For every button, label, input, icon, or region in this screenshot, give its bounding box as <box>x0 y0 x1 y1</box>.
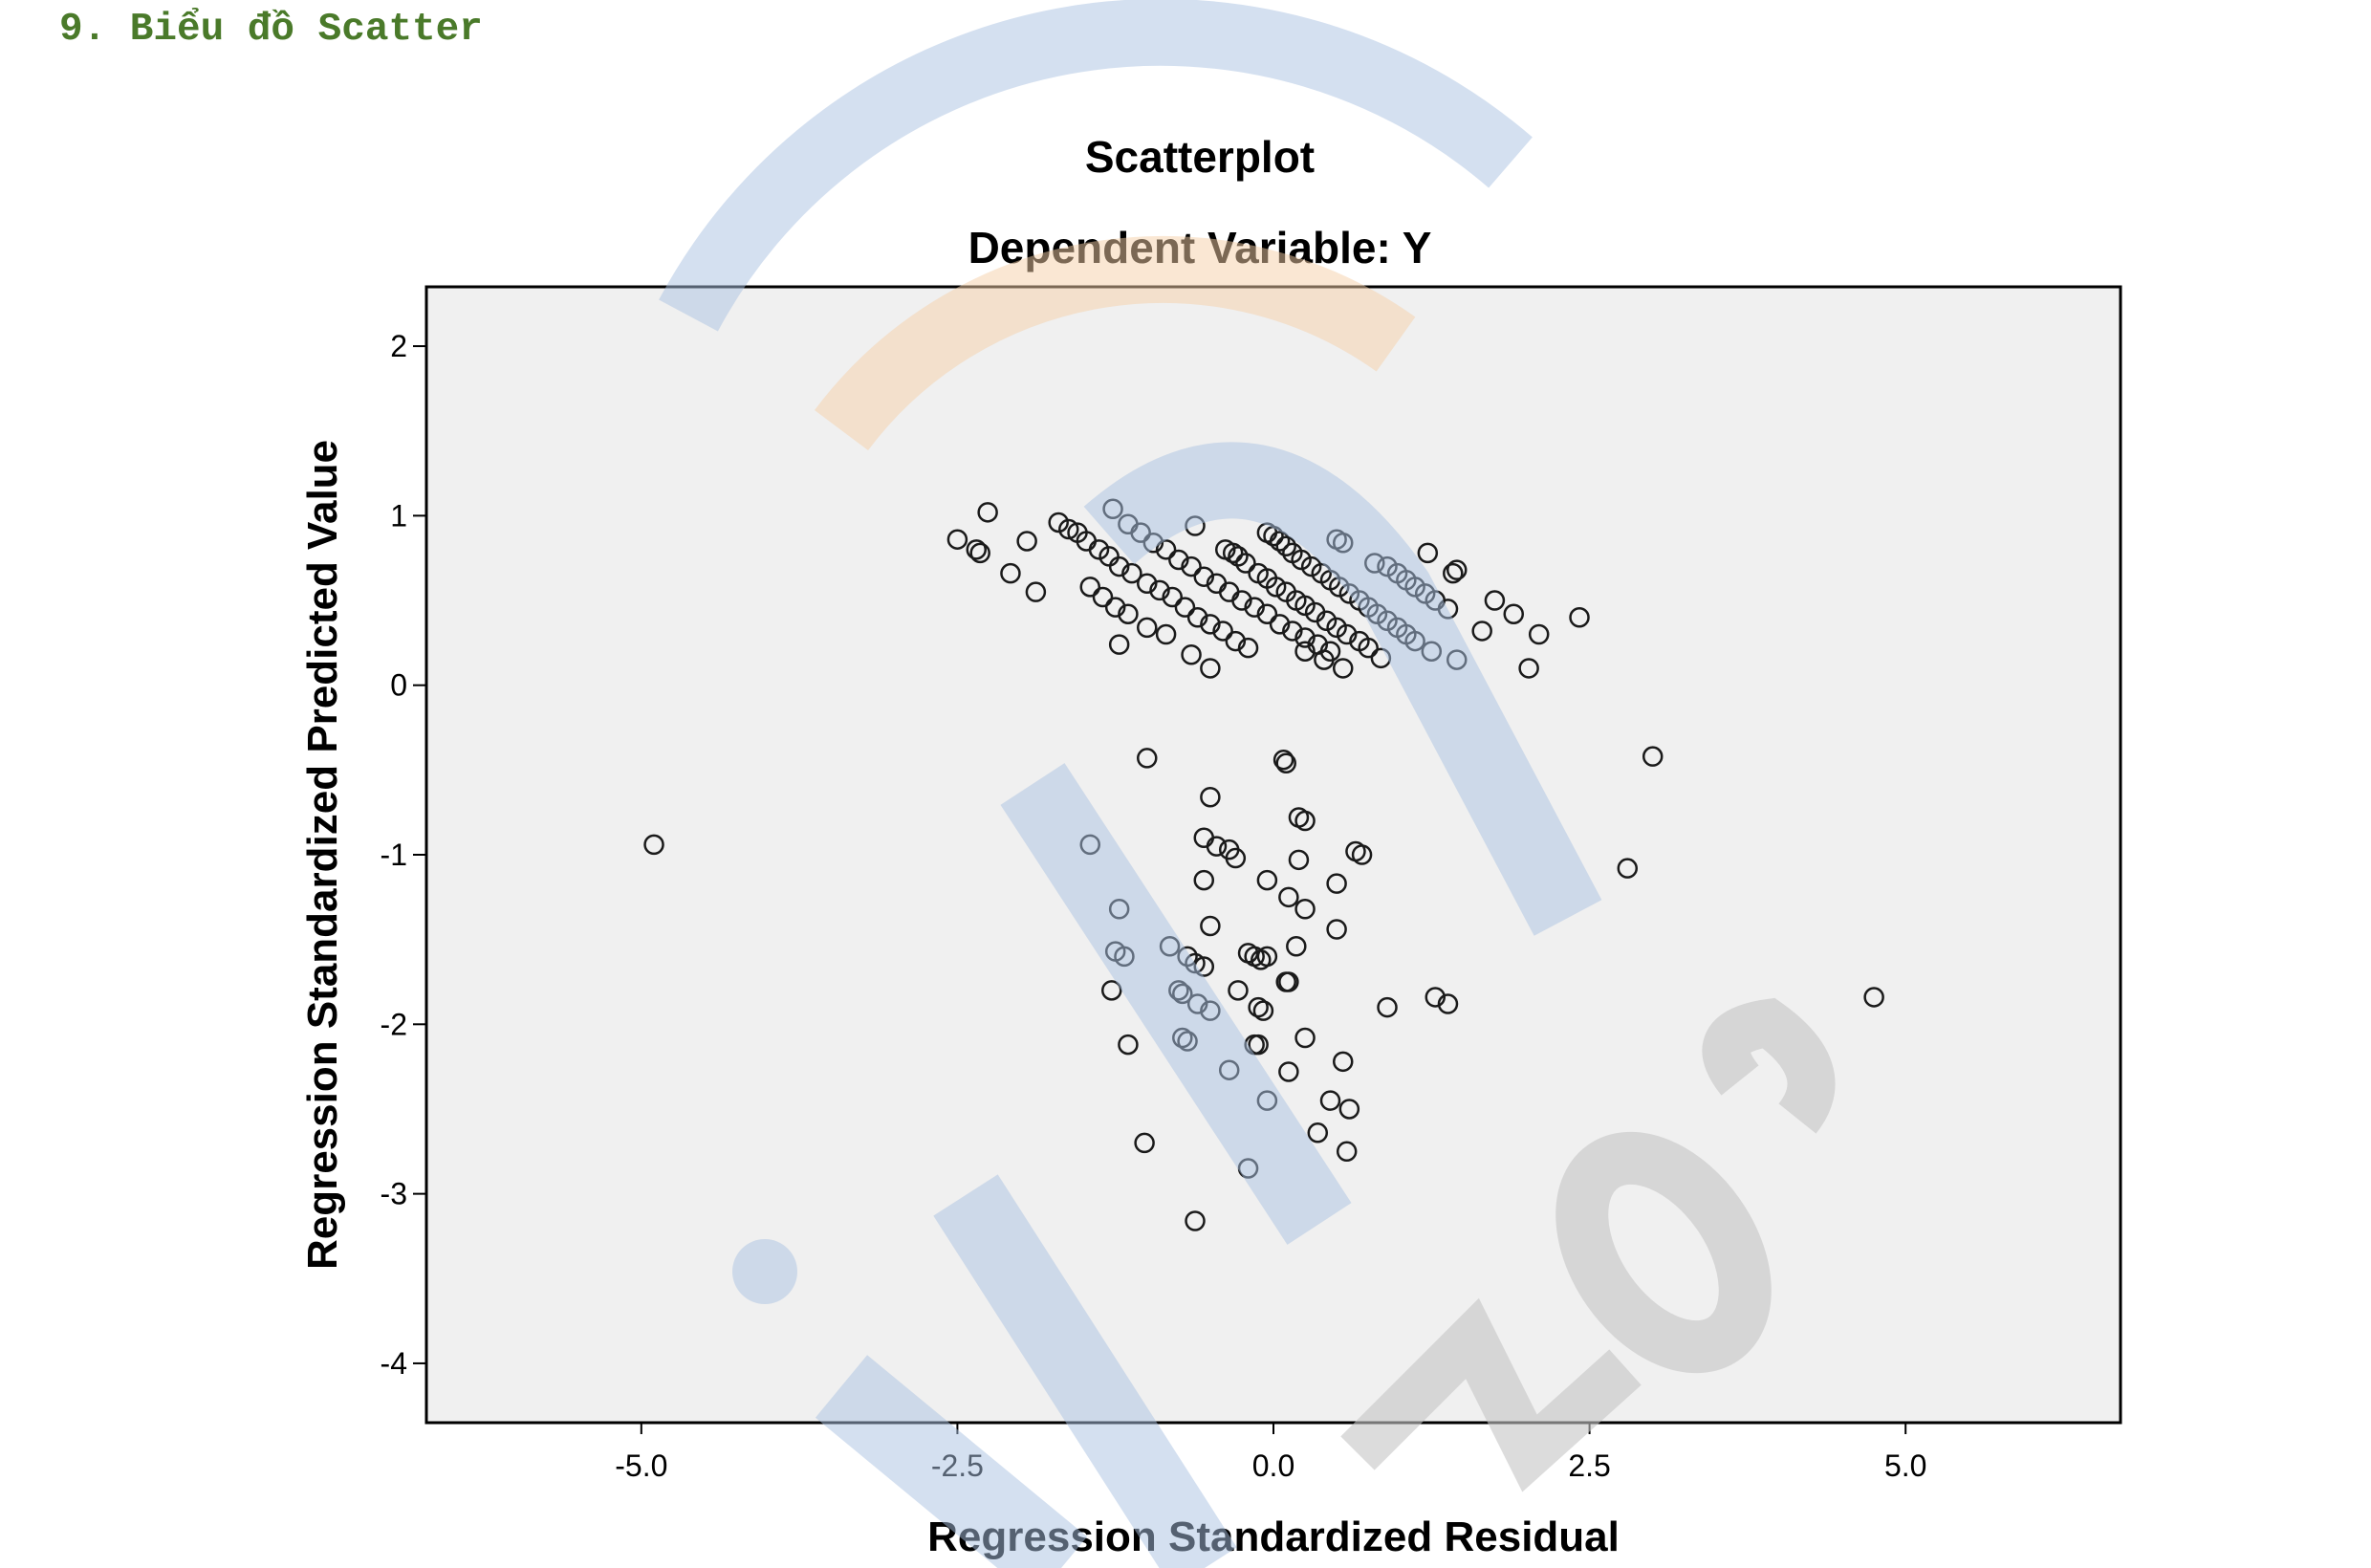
y-tick-label: -1 <box>381 838 407 872</box>
scatter-point <box>966 539 987 560</box>
x-tick-label: 5.0 <box>1884 1448 1926 1483</box>
y-tick-label: 1 <box>390 498 407 533</box>
x-tick-label: -5.0 <box>615 1448 667 1483</box>
y-axis: 2 1 0 -1 -2 -3 -4 <box>381 329 426 1381</box>
plot-area <box>424 285 2122 1425</box>
scatter-point <box>977 502 998 523</box>
y-tick-label: -2 <box>381 1007 407 1041</box>
x-tick-label: 2.5 <box>1568 1448 1610 1483</box>
scatter-point <box>969 542 990 564</box>
x-axis: -5.0 -2.5 0.0 2.5 5.0 <box>615 1423 1926 1483</box>
x-tick-label: 0.0 <box>1252 1448 1294 1483</box>
scatter-point <box>643 834 664 856</box>
scatter-point <box>1642 746 1664 767</box>
scatter-point <box>946 529 968 550</box>
y-tick-label: 0 <box>390 668 407 703</box>
scatter-point <box>1058 518 1079 540</box>
scatter-point <box>1048 512 1069 534</box>
x-tick-label: -2.5 <box>931 1448 984 1483</box>
y-tick-label: 2 <box>390 329 407 363</box>
y-axis-label: Regression Standardized Predicted Value <box>299 440 346 1270</box>
y-tick-label: -4 <box>381 1346 407 1381</box>
scatter-point <box>1617 858 1639 879</box>
chart-subtitle: Dependent Variable: Y <box>968 223 1432 272</box>
y-tick-label: -3 <box>381 1177 407 1211</box>
scatter-point <box>1425 987 1447 1008</box>
scatter-point <box>1377 996 1398 1018</box>
x-axis-label: Regression Standardized Residual <box>927 1514 1620 1560</box>
section-heading: 9. Biểu đồ Scatter <box>59 8 483 52</box>
scatter-point <box>1025 581 1047 602</box>
scatter-point <box>1016 531 1037 552</box>
chart-title: Scatterplot <box>1085 132 1315 182</box>
scatter-point <box>1000 562 1021 584</box>
scatter-point <box>1437 993 1459 1014</box>
scatter-point <box>1863 987 1884 1008</box>
